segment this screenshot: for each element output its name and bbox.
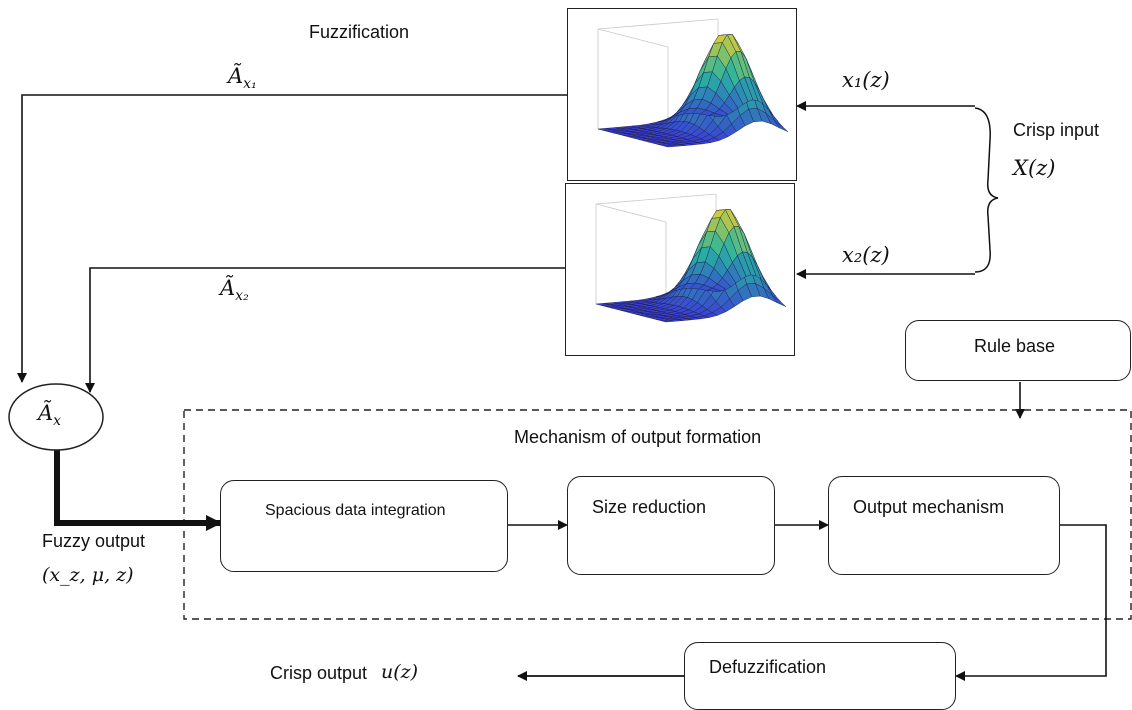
arrow-output-to-defuzz	[955, 524, 1107, 681]
x2-input-label: x₂(z)	[842, 243, 890, 267]
fuzzification-label: Fuzzification	[309, 22, 410, 42]
fuzzy-set-x1-label: Ãx₁	[228, 64, 257, 93]
surface-patch	[706, 287, 722, 292]
crisp-input-symbol: X(z)	[1013, 156, 1056, 180]
membership-plot-x2	[565, 183, 795, 356]
defuzzification-label: Defuzzification	[709, 657, 827, 677]
plot-axis-line	[597, 28, 669, 48]
arrow-ax1-to-ax	[17, 94, 567, 383]
spacious-data-integration-label: Spacious data integration	[265, 502, 446, 519]
surface-patch	[708, 112, 724, 117]
mechanism-label: Mechanism of output formation	[514, 427, 762, 447]
fuzzy-set-x2-label: Ãx₂	[220, 276, 249, 305]
crisp-input-brace	[974, 107, 999, 273]
size-reduction-box	[567, 476, 775, 575]
arrow-ax2-to-ax	[85, 267, 565, 393]
output-mechanism-box	[828, 476, 1060, 575]
defuzzification-box	[684, 642, 956, 710]
plot-axis-line	[595, 193, 717, 205]
rule-base-box	[905, 320, 1131, 381]
spacious-data-integration-box	[220, 480, 508, 572]
fuzzy-output-label: Fuzzy output	[42, 531, 146, 551]
size-reduction-label: Size reduction	[592, 497, 707, 517]
surface-plot-graphic	[597, 18, 789, 148]
fuzzy-set-x-label: Ãx	[38, 401, 62, 430]
surface-plot-graphic	[595, 193, 787, 323]
mechanism-boundary	[183, 409, 1132, 620]
fuzzy-output-symbol: (x_z, μ, z)	[42, 564, 134, 586]
rule-base-label: Rule base	[974, 336, 1056, 356]
x1-input-label: x₁(z)	[842, 68, 890, 92]
membership-plot-x1	[567, 8, 797, 181]
crisp-output-label: Crisp output	[270, 663, 368, 683]
plot-axis-line	[595, 203, 667, 223]
arrow-fuzzy-output	[54, 448, 222, 531]
output-mechanism-label: Output mechanism	[853, 497, 1005, 517]
crisp-input-label: Crisp input	[1013, 120, 1100, 140]
plot-axis-line	[597, 18, 719, 30]
fuzzy-set-node	[8, 383, 104, 451]
crisp-output-symbol: u(z)	[381, 661, 419, 683]
